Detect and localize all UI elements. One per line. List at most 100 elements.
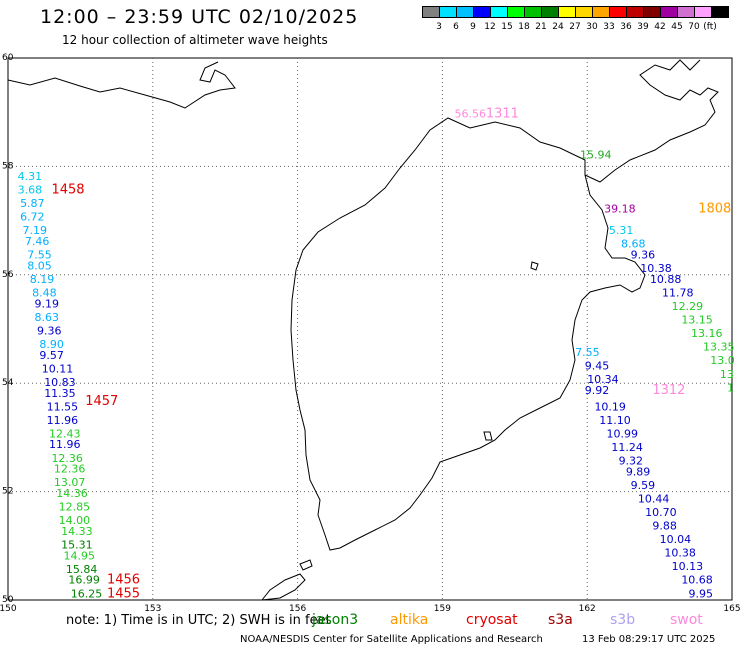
wave-height-value: 13.35 [703,341,735,354]
longitude-tick-label: 153 [144,604,161,614]
okhotsk-coast [7,61,236,109]
color-scale-tick: 15 [501,22,513,32]
latitude-tick-label: 54 [2,378,14,388]
color-scale-tick: 18 [518,22,530,32]
latitude-tick-label: 60 [2,53,14,63]
wave-height-value: 9.19 [35,297,60,310]
color-scale-tick: 30 [586,22,598,32]
color-scale-tick: 9 [470,22,476,32]
wave-height-value: 14.95 [64,549,96,562]
wave-height-value: 7.55 [27,249,52,262]
legend-item-jason3: jason3 [312,612,359,628]
wave-height-value: 11.96 [49,438,81,451]
kamchatka-coast [290,117,646,551]
wave-height-value: 8.05 [27,259,52,272]
color-scale-tick: 36 [620,22,632,32]
wave-height-value: 16.99 [68,574,100,587]
wave-height-value: 56.56 [454,108,486,121]
credit-line: NOAA/NESDIS Center for Satellite Applica… [240,634,543,645]
wave-height-value: 10.88 [650,273,682,286]
wave-height-value: 10.68 [681,574,713,587]
wave-height-value: 10.38 [664,547,696,560]
color-scale-tick: 39 [637,22,649,32]
wave-height-value: 13.0 [710,354,735,367]
wave-height-value: 12.36 [51,452,83,465]
wave-height-value: 15.84 [66,563,98,576]
latitude-tick-label: 56 [2,270,14,280]
wave-height-value: 15.31 [61,539,93,552]
longitude-tick-label: 165 [723,604,740,614]
wave-height-value: 9.88 [652,520,677,533]
coastal-island [483,431,493,441]
legend-item-altika: altika [390,612,429,628]
wave-height-value: 12.29 [672,300,704,313]
wave-height-value: 5.31 [609,224,634,237]
wave-height-value: 10.83 [44,376,75,389]
color-scale-tick: 6 [453,22,459,32]
satellite-legend: jason3 altika cryosat s3a s3b swot [0,612,740,630]
pass-time-label: 1456 [107,573,140,588]
wave-height-value: 15.94 [580,148,612,161]
wave-height-value: 11.24 [611,441,643,454]
koryak-coast [584,59,719,183]
wave-height-value: 10.44 [638,492,670,505]
color-scale-tick: 27 [569,22,581,32]
wave-height-value: 8.63 [35,311,60,324]
wave-height-value: 10.99 [607,427,639,440]
coastal-island [530,261,539,271]
wave-height-value: 4.31 [18,170,43,183]
color-scale-tick: 70 [688,22,700,32]
kuril-island [299,559,313,571]
latitude-tick-label: 58 [2,161,14,171]
map-title: 12:00 – 23:59 UTC 02/10/2025 [40,6,359,28]
wave-height-value: 9.45 [585,360,610,373]
altimeter-tracks: 4.313.685.876.727.197.467.558.058.198.48… [18,107,735,602]
wave-height-value: 7.55 [575,346,600,359]
wave-height-value: 9.92 [585,384,610,397]
wave-height-value: 7.46 [25,235,50,248]
wave-height-value: 10.11 [42,362,74,375]
wave-height-value: 8.68 [621,238,646,251]
legend-item-s3a: s3a [548,612,573,628]
wave-height-value: 12.36 [54,463,86,476]
longitude-tick-label: 162 [579,604,596,614]
color-scale-tick: 24 [552,22,564,32]
wave-height-value: 9.32 [619,455,644,468]
footnote: note: 1) Time is in UTC; 2) SWH is in fe… [66,613,331,628]
wave-height-value: 9.36 [37,324,62,337]
wave-height-value: 11.35 [44,387,75,400]
wave-height-value: 14.36 [56,487,87,500]
legend-item-s3b: s3b [610,612,636,628]
color-scale-tick: 42 [654,22,666,32]
wave-height-value: 13.15 [681,314,713,327]
wave-height-value: 9.59 [631,479,656,492]
legend-item-swot: swot [670,612,703,628]
wave-height-value: 12.43 [49,427,81,440]
wave-height-value: 11.10 [599,414,631,427]
wave-height-value: 3.68 [18,184,43,197]
pass-time-label: 1455 [107,586,140,601]
map-frame [7,57,733,601]
wave-height-value: 7.19 [22,224,47,237]
wave-height-value: 16.25 [71,587,103,600]
pass-time-label: 1312 [652,383,685,398]
wave-height-value: 8.48 [32,286,57,299]
wave-height-value: 6.72 [20,211,45,224]
map-subtitle: 12 hour collection of altimeter wave hei… [62,33,328,47]
color-scale-tick: 3 [436,22,442,32]
wave-height-value: 10.70 [645,506,677,519]
color-scale-tick: 12 [484,22,496,32]
pass-time-label: 1457 [85,394,118,409]
graticule: 150 153 156 159 162 165 50 52 54 56 58 60 [0,53,740,614]
longitude-tick-label: 150 [0,604,17,614]
wave-height-value: 5.87 [20,197,45,210]
pass-time-label: 1311 [486,107,519,122]
wave-height-value: 10.38 [640,262,672,275]
wave-height-value: 10.13 [672,560,704,573]
latitude-tick-label: 50 [2,595,14,605]
pass-time-label: 1458 [51,183,84,198]
wave-height-value: 11.55 [47,400,79,413]
wave-height-value: 13 [720,368,734,381]
pass-time-label: 1808 [698,201,731,216]
